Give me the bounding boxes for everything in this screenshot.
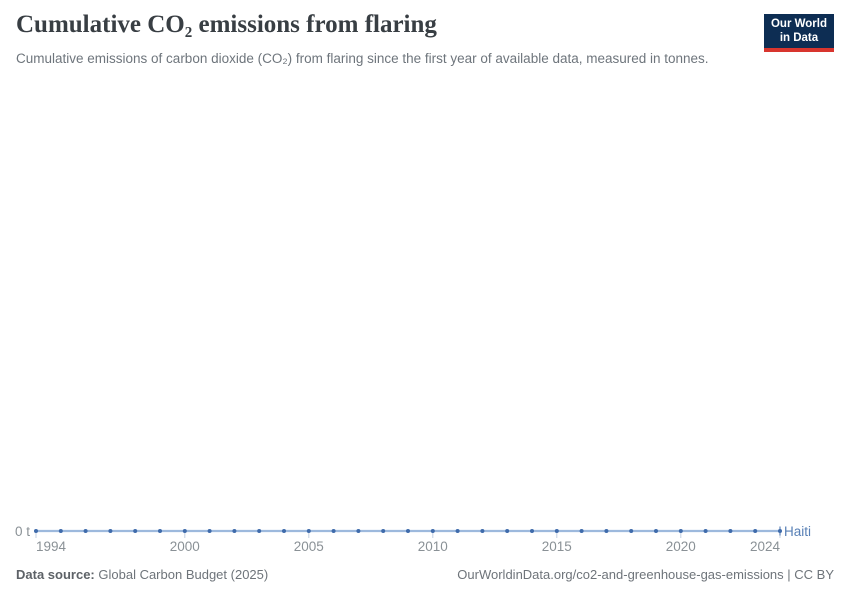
data-point bbox=[207, 529, 212, 533]
data-source-label: Data source: bbox=[16, 567, 95, 582]
chart-subtitle: Cumulative emissions of carbon dioxide (… bbox=[16, 51, 709, 66]
data-point bbox=[505, 529, 510, 533]
series-entity-label: Haiti bbox=[784, 524, 812, 539]
data-point bbox=[654, 529, 658, 533]
x-axis-tick-label: 2000 bbox=[169, 539, 200, 554]
data-point bbox=[331, 529, 336, 533]
data-point bbox=[728, 529, 733, 533]
data-point bbox=[34, 529, 38, 533]
data-point bbox=[133, 529, 138, 533]
x-axis-tick-label: 2024 bbox=[749, 539, 780, 554]
data-point bbox=[430, 529, 435, 533]
data-point bbox=[530, 529, 534, 533]
data-point bbox=[703, 529, 708, 533]
data-point bbox=[480, 529, 485, 533]
logo-line-2: in Data bbox=[779, 32, 819, 44]
data-point bbox=[579, 529, 584, 533]
data-point bbox=[282, 529, 286, 533]
data-point bbox=[604, 529, 609, 533]
data-point bbox=[182, 529, 187, 533]
data-point bbox=[306, 529, 311, 533]
y-axis-tick-label: 0 t bbox=[14, 524, 30, 539]
data-point bbox=[58, 529, 63, 533]
data-source: Data source: Global Carbon Budget (2025) bbox=[16, 567, 268, 582]
data-point bbox=[232, 529, 237, 533]
data-point bbox=[257, 529, 262, 533]
x-axis-tick-label: 2020 bbox=[665, 539, 696, 554]
x-axis-tick-label: 2015 bbox=[541, 539, 572, 554]
data-point bbox=[356, 529, 361, 533]
data-point bbox=[455, 529, 460, 533]
data-point bbox=[678, 529, 683, 533]
logo-line-1: Our World bbox=[770, 18, 827, 30]
data-point bbox=[753, 529, 758, 533]
owid-logo: Our World in Data bbox=[763, 14, 834, 52]
data-point bbox=[629, 529, 634, 533]
x-axis-tick-label: 2005 bbox=[293, 539, 324, 554]
chart-title: Cumulative CO₂ emissions from flaring bbox=[16, 11, 437, 38]
chart-footer: Data source: Global Carbon Budget (2025)… bbox=[16, 567, 834, 582]
data-source-text: Global Carbon Budget (2025) bbox=[98, 567, 269, 582]
data-point bbox=[381, 529, 386, 533]
data-point bbox=[554, 529, 559, 533]
data-point bbox=[158, 529, 162, 533]
x-axis-tick-label: 2010 bbox=[417, 539, 448, 554]
x-axis-tick-label: 1994 bbox=[36, 539, 67, 554]
credit-link: OurWorldinData.org/co2-and-greenhouse-ga… bbox=[457, 567, 834, 582]
data-point bbox=[406, 529, 410, 533]
data-point bbox=[108, 529, 113, 533]
data-point bbox=[83, 529, 88, 533]
